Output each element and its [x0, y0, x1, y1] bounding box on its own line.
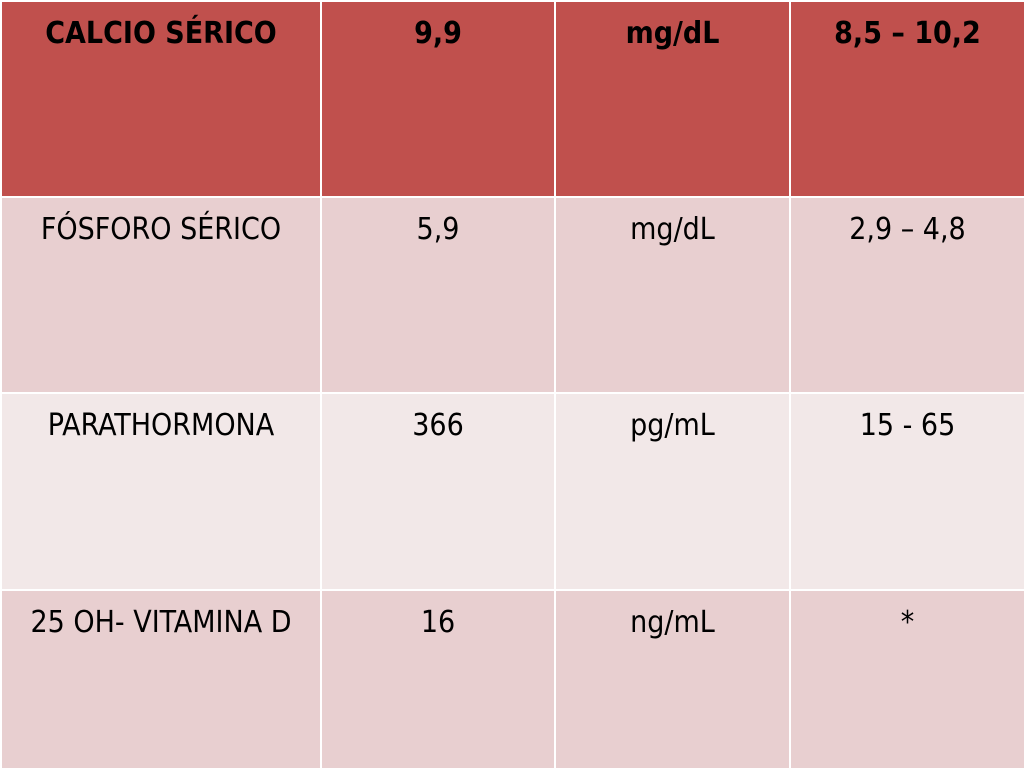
test-name-cell: CALCIO SÉRICO — [0, 0, 322, 198]
unit-cell: ng/mL — [554, 589, 791, 768]
reference-range: * — [900, 605, 915, 640]
table-row: PARATHORMONA 366 pg/mL 15 - 65 — [0, 392, 1024, 591]
test-name: PARATHORMONA — [47, 408, 275, 443]
range-cell: 2,9 – 4,8 — [789, 196, 1024, 394]
range-cell: 8,5 – 10,2 — [789, 0, 1024, 198]
value-cell: 366 — [320, 392, 556, 591]
test-name: FÓSFORO SÉRICO — [40, 212, 282, 247]
test-unit: mg/dL — [625, 16, 720, 51]
table-row: 25 OH- VITAMINA D 16 ng/mL * — [0, 589, 1024, 768]
test-unit: pg/mL — [630, 408, 715, 443]
test-name: 25 OH- VITAMINA D — [30, 605, 292, 640]
test-unit: ng/mL — [630, 605, 715, 640]
value-cell: 16 — [320, 589, 556, 768]
table-row: FÓSFORO SÉRICO 5,9 mg/dL 2,9 – 4,8 — [0, 196, 1024, 394]
test-name-cell: 25 OH- VITAMINA D — [0, 589, 322, 768]
test-value: 9,9 — [414, 16, 462, 51]
test-value: 16 — [420, 605, 456, 640]
range-cell: * — [789, 589, 1024, 768]
value-cell: 5,9 — [320, 196, 556, 394]
unit-cell: mg/dL — [554, 196, 791, 394]
test-value: 366 — [412, 408, 464, 443]
range-cell: 15 - 65 — [789, 392, 1024, 591]
unit-cell: mg/dL — [554, 0, 791, 198]
reference-range: 15 - 65 — [859, 408, 956, 443]
test-value: 5,9 — [416, 212, 460, 247]
unit-cell: pg/mL — [554, 392, 791, 591]
value-cell: 9,9 — [320, 0, 556, 198]
test-unit: mg/dL — [630, 212, 715, 247]
reference-range: 8,5 – 10,2 — [834, 16, 981, 51]
test-name: CALCIO SÉRICO — [45, 16, 277, 51]
reference-range: 2,9 – 4,8 — [849, 212, 966, 247]
test-name-cell: FÓSFORO SÉRICO — [0, 196, 322, 394]
table-row: CALCIO SÉRICO 9,9 mg/dL 8,5 – 10,2 — [0, 0, 1024, 198]
test-name-cell: PARATHORMONA — [0, 392, 322, 591]
